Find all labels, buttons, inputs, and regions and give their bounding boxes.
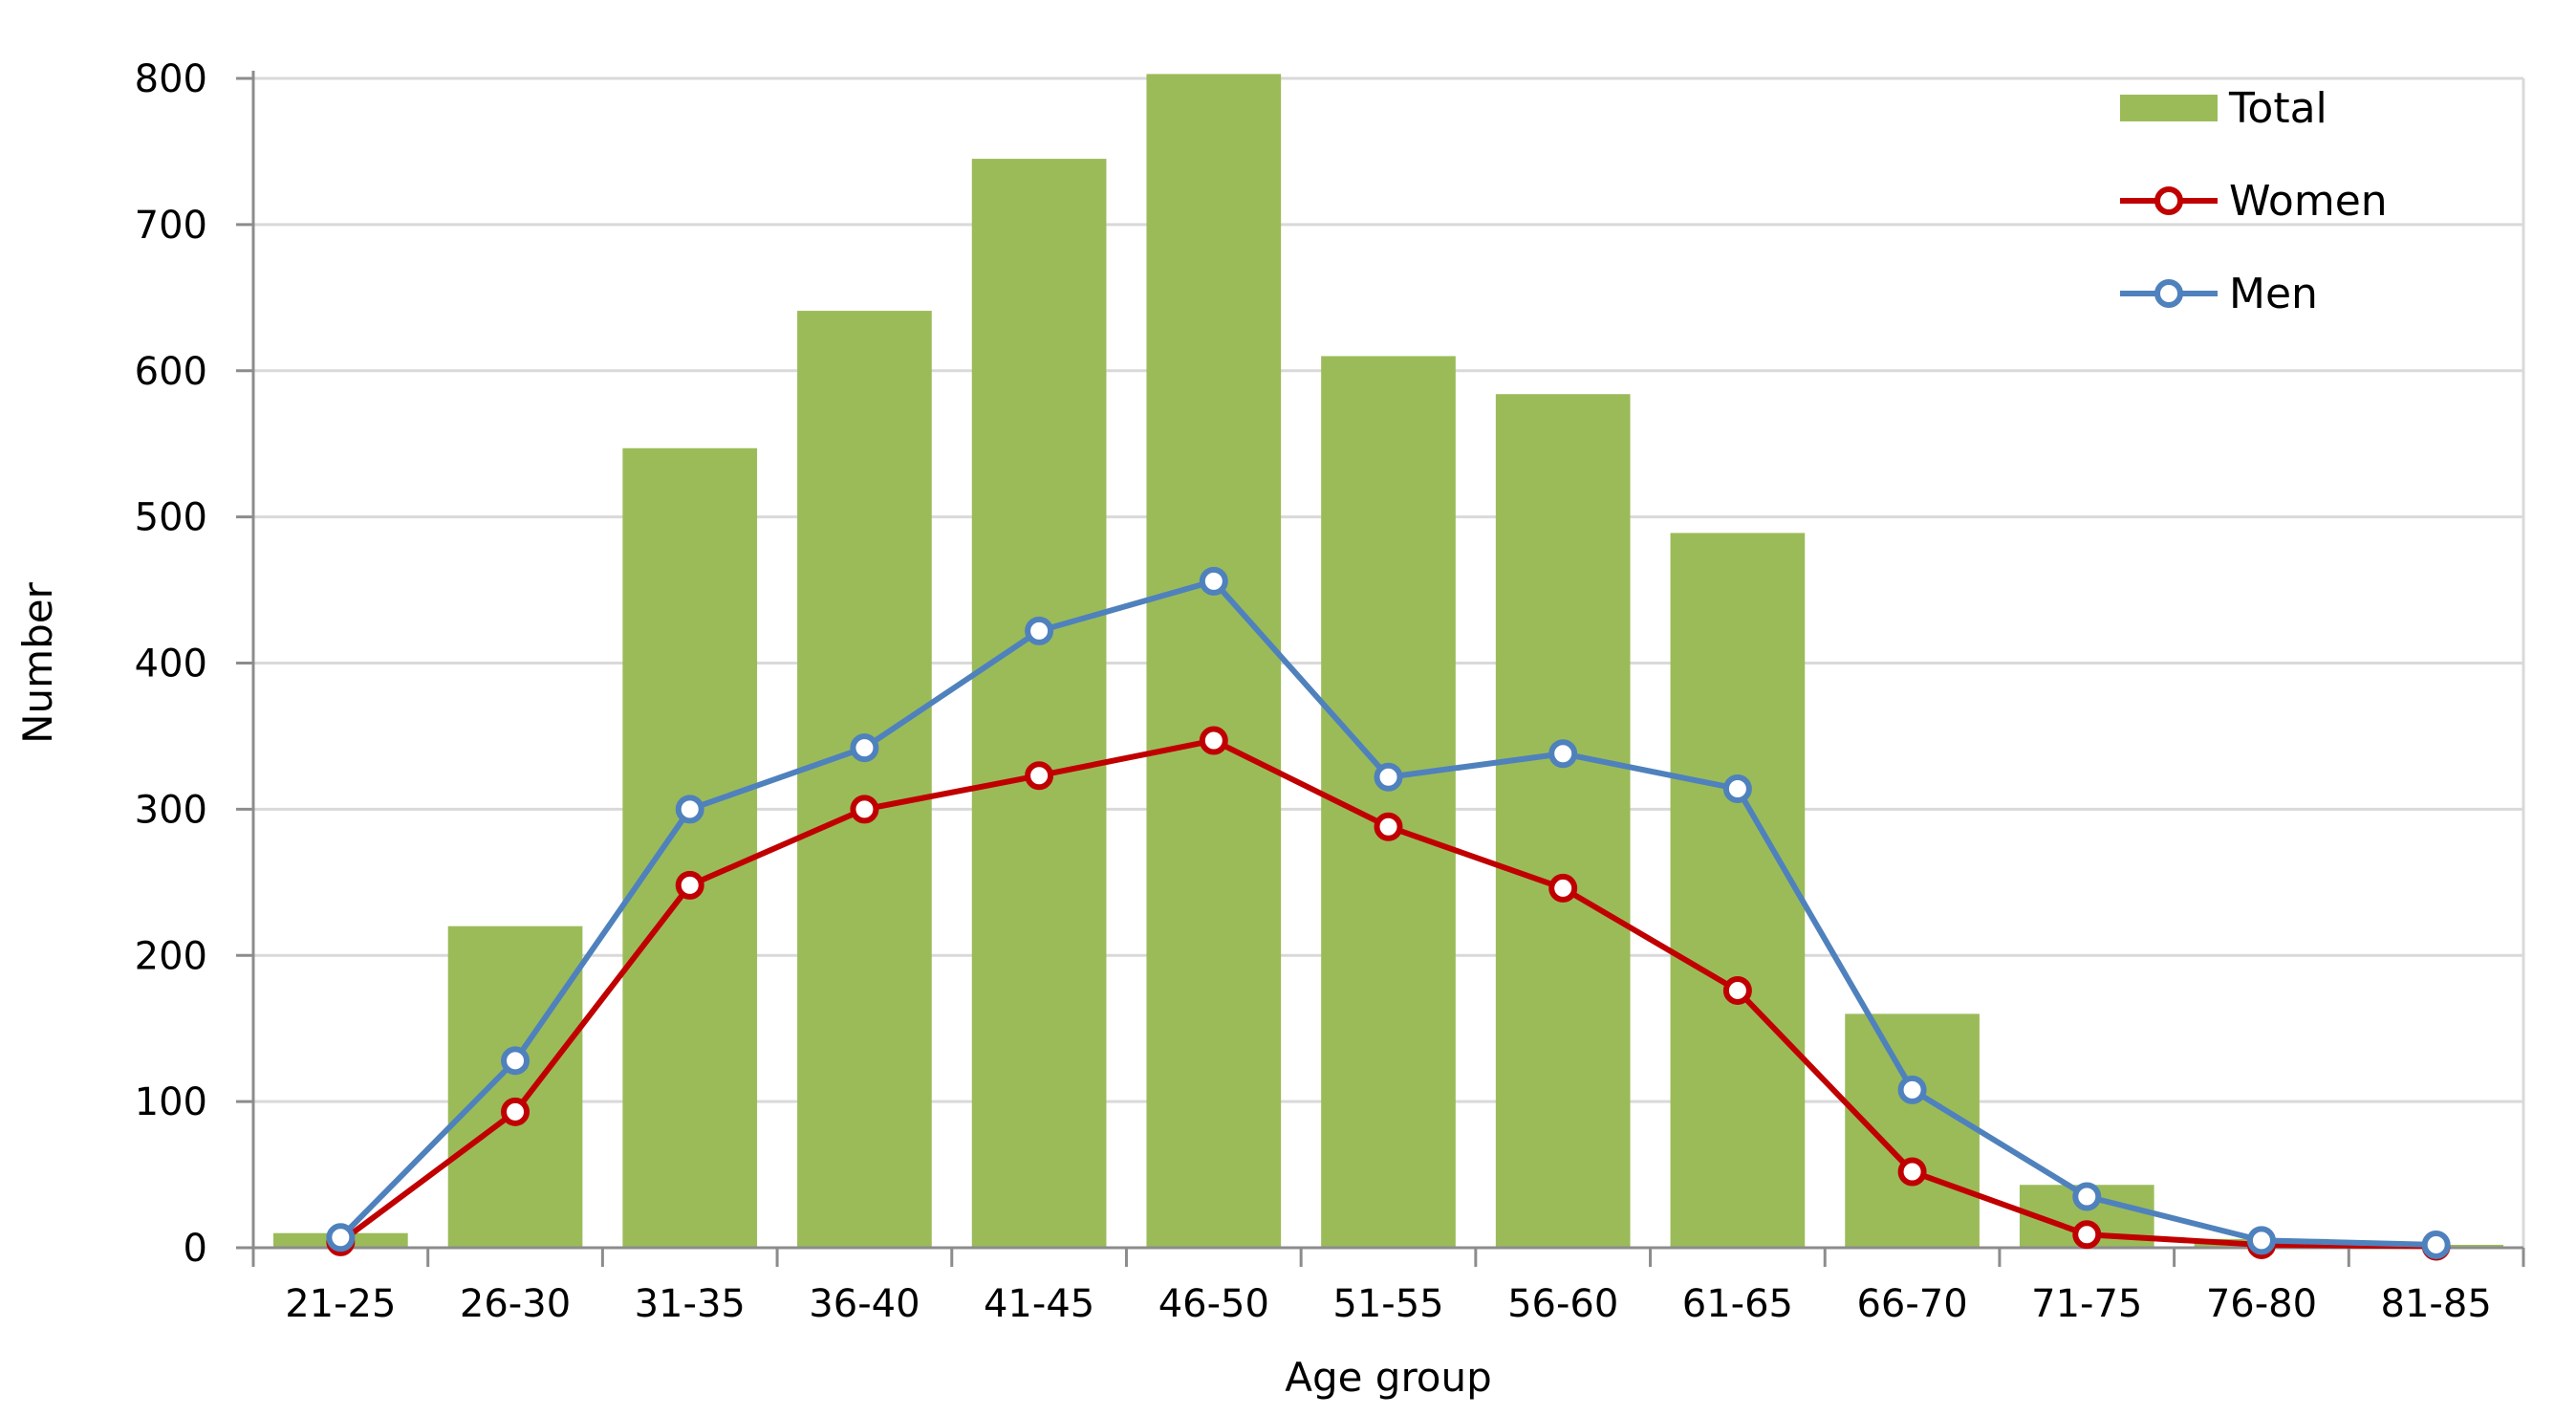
point-men [675, 795, 704, 824]
x-tick-label: 36-40 [809, 1282, 920, 1326]
x-tick-label: 46-50 [1158, 1282, 1269, 1326]
point-men [501, 1046, 530, 1076]
point-men [1548, 739, 1578, 769]
point-men [2421, 1230, 2451, 1259]
point-women [1722, 975, 1752, 1005]
y-tick-label: 700 [135, 204, 207, 248]
x-tick-label: 21-25 [285, 1282, 396, 1326]
point-women [1025, 761, 1054, 791]
x-axis-title: Age group [1285, 1354, 1492, 1401]
y-tick-label: 100 [135, 1080, 207, 1124]
point-women [501, 1097, 530, 1126]
point-men [1025, 616, 1054, 645]
bar-total [447, 926, 583, 1248]
y-tick-label: 300 [135, 788, 207, 832]
point-women [850, 795, 879, 824]
point-women [1199, 726, 1228, 755]
point-men [1722, 773, 1752, 803]
point-men [1374, 762, 1403, 792]
x-tick-label: 66-70 [1856, 1282, 1967, 1326]
y-tick-label: 200 [135, 934, 207, 978]
y-axis-title: Number [14, 581, 61, 743]
legend-swatch-total [2120, 95, 2218, 121]
bar-total [971, 159, 1107, 1248]
y-tick-label: 400 [135, 643, 207, 686]
bar-total [1845, 1013, 1980, 1248]
x-tick-label: 61-65 [1682, 1282, 1793, 1326]
legend: Total Women Men [2120, 84, 2388, 318]
y-tick-label: 0 [184, 1227, 207, 1271]
axes [236, 71, 2525, 1267]
bar-total [1495, 394, 1631, 1249]
bar-total [1146, 74, 1282, 1249]
point-men [1897, 1075, 1927, 1104]
point-men [2072, 1182, 2102, 1211]
point-men [2246, 1226, 2276, 1255]
y-tick-label: 800 [135, 57, 207, 101]
legend-marker-men [2154, 279, 2183, 308]
x-tick-label: 41-45 [984, 1282, 1094, 1326]
point-women [2072, 1220, 2102, 1250]
legend-label-men: Men [2229, 270, 2318, 318]
legend-marker-women [2154, 186, 2183, 215]
bar-total [797, 311, 932, 1248]
bar-series [273, 74, 2503, 1249]
y-tick-label: 500 [135, 496, 207, 540]
point-men [1199, 566, 1228, 596]
point-women [1548, 873, 1578, 903]
bar-total [622, 447, 758, 1248]
bar-total [1670, 533, 1806, 1248]
tick-labels: 0 100 200 300 400 500 600 700 800 21-25 26-30 31-35… [135, 57, 2492, 1326]
point-men [850, 733, 879, 763]
x-tick-label: 56-60 [1507, 1282, 1618, 1326]
x-tick-label: 31-35 [635, 1282, 746, 1326]
x-tick-label: 26-30 [460, 1282, 571, 1326]
y-tick-label: 600 [135, 350, 207, 394]
x-tick-label: 71-75 [2031, 1282, 2142, 1326]
point-women [675, 870, 704, 900]
point-women [1374, 812, 1403, 841]
legend-label-women: Women [2229, 177, 2388, 226]
point-men [326, 1223, 356, 1253]
x-tick-label: 76-80 [2206, 1282, 2317, 1326]
point-women [1897, 1157, 1927, 1187]
legend-label-total: Total [2228, 84, 2327, 133]
x-tick-label: 81-85 [2381, 1282, 2492, 1326]
x-tick-label: 51-55 [1332, 1282, 1443, 1326]
line-series [326, 566, 2451, 1261]
